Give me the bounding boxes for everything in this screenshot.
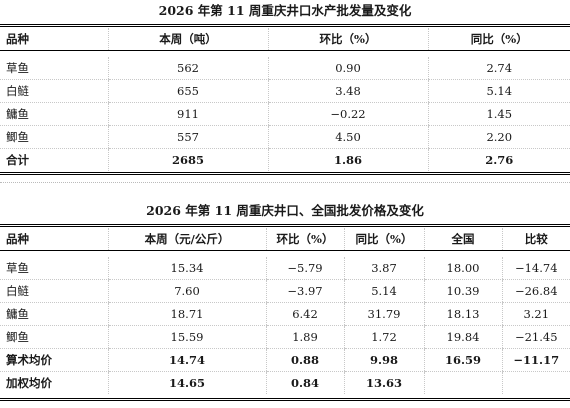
row-value: 14.65: [107, 371, 266, 394]
row-value: 5.14: [427, 79, 570, 103]
row-value: 7.60: [107, 279, 266, 303]
table2-header-national: 全国: [423, 228, 502, 251]
row-value: 2.20: [427, 125, 570, 149]
table2-header-row: 品种 本周（元/公斤） 环比（%） 同比（%） 全国 比较: [0, 228, 570, 251]
row-value: 2685: [107, 148, 268, 171]
row-value: 14.74: [107, 348, 266, 372]
row-value: 6.42: [265, 302, 344, 326]
row-value: 19.84: [423, 325, 502, 349]
row-value: 10.39: [423, 279, 502, 303]
row-value: 1.72: [343, 325, 424, 349]
row-variety: 草鱼: [0, 257, 108, 280]
row-value: 15.34: [107, 257, 266, 280]
row-variety: 鳙鱼: [0, 102, 108, 126]
row-variety: 合计: [6, 153, 29, 167]
row-value: 4.50: [267, 125, 428, 149]
table-row: 草鱼 562 0.90 2.74: [0, 57, 570, 80]
table1-top-rule: [0, 24, 570, 27]
row-value: 562: [107, 57, 268, 80]
row-value: 0.84: [265, 371, 344, 394]
row-value: 13.63: [343, 371, 424, 394]
table-row: 鳙鱼 911 −0.22 1.45: [0, 102, 570, 126]
table-row: 白鲢 7.60 −3.97 5.14 10.39 −26.84: [0, 279, 570, 303]
row-value: 31.79: [343, 302, 424, 326]
row-value: 0.90: [267, 57, 428, 80]
row-value: 1.45: [427, 102, 570, 126]
table2-header-weekly: 本周（元/公斤）: [107, 228, 266, 251]
section-divider: [0, 182, 570, 183]
row-value: 655: [107, 79, 268, 103]
table2-bottom-rule: [0, 398, 570, 401]
row-value: −21.45: [501, 325, 570, 349]
row-value: 15.59: [107, 325, 266, 349]
row-variety: 鲫鱼: [0, 325, 108, 349]
table2-arith-row: 算术均价 14.74 0.88 9.98 16.59 −11.17: [0, 348, 570, 372]
row-value: 1.89: [265, 325, 344, 349]
row-variety: 鲫鱼: [0, 125, 108, 149]
table-row: 鳙鱼 18.71 6.42 31.79 18.13 3.21: [0, 302, 570, 326]
table1-total-row: 合计 2685 1.86 2.76: [0, 148, 570, 171]
row-value: 911: [107, 102, 268, 126]
table2-header-compare: 比较: [501, 228, 570, 251]
row-variety: 白鲢: [0, 279, 108, 303]
row-variety: 白鲢: [0, 79, 108, 103]
table2-header-yoy: 同比（%）: [343, 228, 424, 251]
row-value: −3.97: [265, 279, 344, 303]
row-value: 3.87: [343, 257, 424, 280]
row-value: 3.48: [267, 79, 428, 103]
table1-header-row: 品种 本周（吨） 环比（%） 同比（%）: [0, 28, 570, 51]
row-value: −14.74: [501, 257, 570, 280]
row-variety: 加权均价: [6, 376, 52, 390]
table2-header-mom: 环比（%）: [265, 228, 344, 251]
row-variety: 算术均价: [0, 348, 108, 372]
table-row: 白鲢 655 3.48 5.14: [0, 79, 570, 103]
row-value: 18.00: [423, 257, 502, 280]
table1-title: 2026 年第 11 周重庆井口水产批发量及变化: [158, 3, 412, 18]
table-row: 鲫鱼 15.59 1.89 1.72 19.84 −21.45: [0, 325, 570, 349]
row-value: 18.13: [423, 302, 502, 326]
table1-header-yoy: 同比（%）: [427, 28, 570, 51]
row-value: 557: [107, 125, 268, 149]
table2-top-rule: [0, 224, 570, 227]
row-value: 2.74: [427, 57, 570, 80]
row-value: [501, 371, 570, 394]
table1: 品种 本周（吨） 环比（%） 同比（%） 草鱼 562 0.90 2.74 白鲢…: [0, 28, 570, 171]
row-variety: 草鱼: [0, 57, 108, 80]
table1-bottom-rule: [0, 172, 570, 175]
row-value: 9.98: [343, 348, 424, 372]
row-variety: 鳙鱼: [0, 302, 108, 326]
row-value: [423, 371, 502, 394]
table-row: 草鱼 15.34 −5.79 3.87 18.00 −14.74: [0, 257, 570, 280]
table2-weighted-row: 加权均价 14.65 0.84 13.63: [0, 371, 570, 394]
row-value: −0.22: [267, 102, 428, 126]
table1-header-mom: 环比（%）: [267, 28, 428, 51]
row-value: −5.79: [265, 257, 344, 280]
row-value: −11.17: [501, 348, 570, 372]
table1-header-variety: 品种: [0, 28, 108, 51]
table1-header-weekly: 本周（吨）: [107, 28, 268, 51]
table2-header-variety: 品种: [0, 228, 108, 251]
row-value: −26.84: [501, 279, 570, 303]
table-row: 鲫鱼 557 4.50 2.20: [0, 125, 570, 149]
table2: 品种 本周（元/公斤） 环比（%） 同比（%） 全国 比较 草鱼 15.34 −…: [0, 228, 570, 394]
row-value: 2.76: [427, 148, 570, 171]
row-value: 16.59: [423, 348, 502, 372]
row-value: 18.71: [107, 302, 266, 326]
row-value: 5.14: [343, 279, 424, 303]
table2-title: 2026 年第 11 周重庆井口、全国批发价格及变化: [146, 203, 424, 218]
row-value: 0.88: [265, 348, 344, 372]
row-value: 1.86: [267, 148, 428, 171]
row-value: 3.21: [501, 302, 570, 326]
